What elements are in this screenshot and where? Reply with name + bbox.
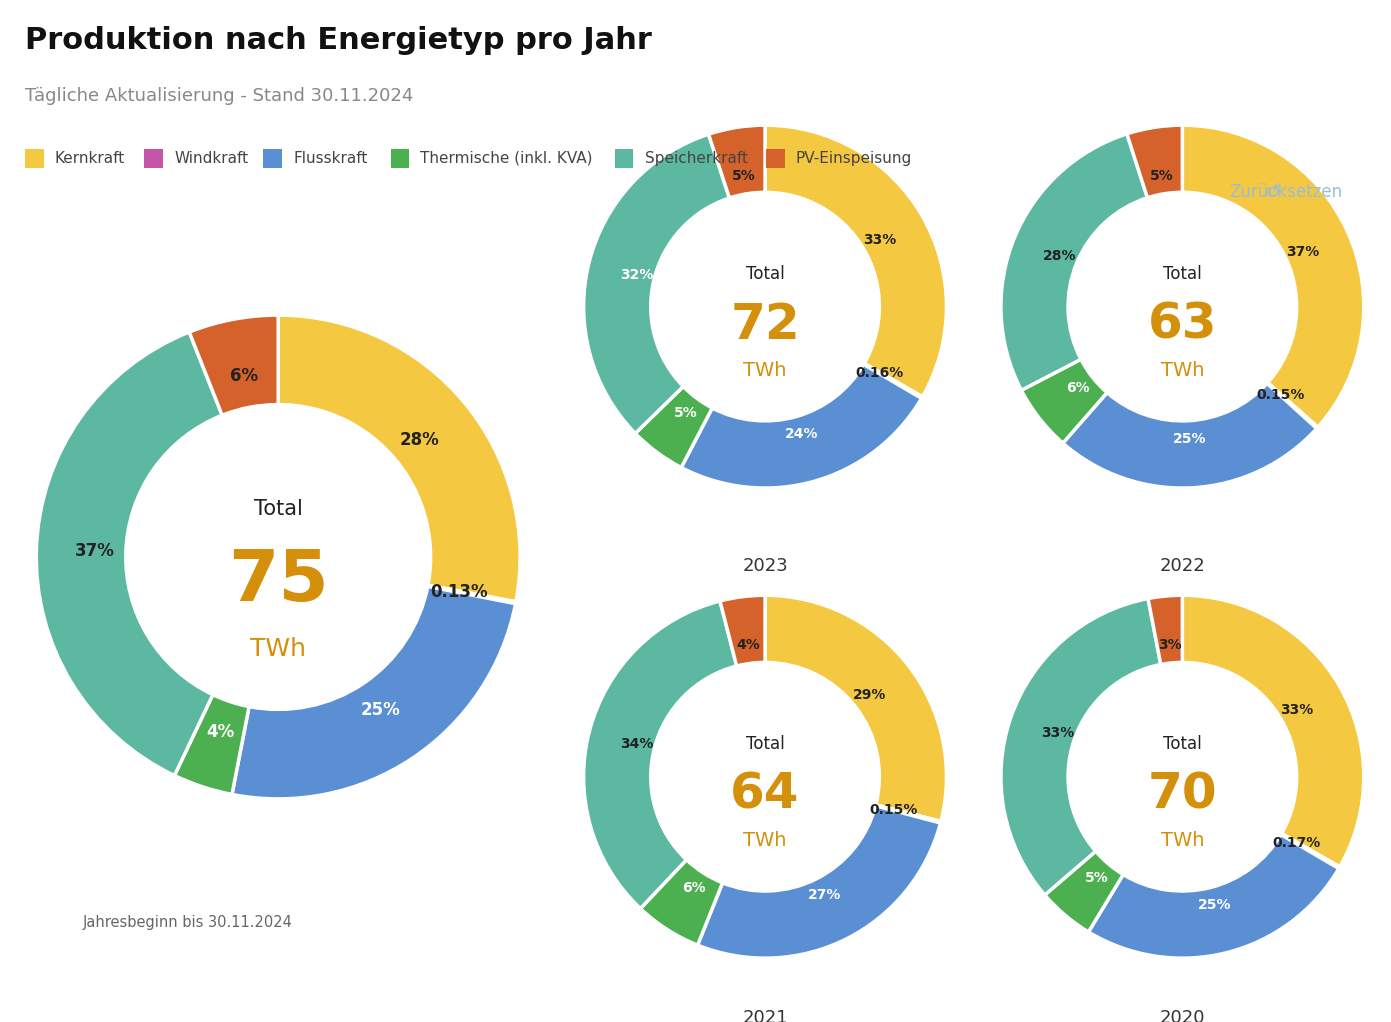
- Text: 6%: 6%: [682, 881, 705, 895]
- Wedge shape: [1021, 360, 1107, 444]
- Text: 6%: 6%: [230, 367, 257, 385]
- Wedge shape: [1148, 595, 1182, 664]
- Text: Flusskraft: Flusskraft: [294, 151, 367, 166]
- Wedge shape: [640, 860, 722, 945]
- Wedge shape: [765, 125, 946, 397]
- Text: Total: Total: [253, 499, 303, 518]
- Wedge shape: [584, 601, 737, 909]
- Text: 2023: 2023: [743, 557, 787, 575]
- Text: Speicherkraft: Speicherkraft: [644, 151, 747, 166]
- Text: 24%: 24%: [785, 427, 818, 440]
- Text: 33%: 33%: [1280, 703, 1313, 717]
- Text: 0.15%: 0.15%: [1256, 388, 1305, 402]
- Text: TWh: TWh: [743, 831, 787, 849]
- Wedge shape: [875, 805, 940, 823]
- Text: Total: Total: [746, 735, 785, 753]
- Text: Total: Total: [746, 265, 785, 283]
- Text: 64: 64: [730, 771, 800, 819]
- Wedge shape: [1002, 134, 1148, 390]
- Text: Windkraft: Windkraft: [174, 151, 248, 166]
- Text: 0.15%: 0.15%: [869, 803, 918, 817]
- Text: TWh: TWh: [250, 637, 306, 661]
- Text: 29%: 29%: [853, 689, 886, 702]
- Text: 2022: 2022: [1160, 557, 1205, 575]
- Wedge shape: [1267, 382, 1317, 428]
- Wedge shape: [1281, 834, 1340, 869]
- Wedge shape: [232, 587, 516, 799]
- Wedge shape: [1127, 125, 1182, 198]
- Text: TWh: TWh: [1160, 361, 1205, 379]
- Text: Zurücksetzen: Zurücksetzen: [1230, 183, 1342, 201]
- Wedge shape: [36, 332, 223, 776]
- Text: 2021: 2021: [743, 1009, 787, 1022]
- Text: 5%: 5%: [1085, 871, 1109, 885]
- Wedge shape: [636, 386, 712, 467]
- Wedge shape: [697, 806, 940, 959]
- Wedge shape: [1089, 835, 1338, 959]
- Text: 6%: 6%: [1067, 381, 1091, 396]
- Wedge shape: [864, 364, 922, 399]
- Text: 5%: 5%: [1150, 169, 1174, 183]
- Text: 5%: 5%: [675, 406, 698, 420]
- Text: 27%: 27%: [808, 888, 842, 902]
- Wedge shape: [428, 586, 516, 604]
- Text: Total: Total: [1163, 735, 1202, 753]
- Wedge shape: [1182, 125, 1363, 427]
- Text: 2020: 2020: [1160, 1009, 1205, 1022]
- Text: 33%: 33%: [1040, 727, 1074, 740]
- Text: TWh: TWh: [743, 361, 787, 379]
- Wedge shape: [708, 125, 765, 198]
- Text: Produktion nach Energietyp pro Jahr: Produktion nach Energietyp pro Jahr: [25, 26, 652, 54]
- Text: 72: 72: [730, 300, 800, 349]
- Wedge shape: [765, 595, 946, 822]
- Wedge shape: [584, 134, 729, 433]
- Text: Thermische (inkl. KVA): Thermische (inkl. KVA): [420, 151, 593, 166]
- Text: 0.16%: 0.16%: [855, 366, 904, 380]
- Text: Tägliche Aktualisierung - Stand 30.11.2024: Tägliche Aktualisierung - Stand 30.11.20…: [25, 87, 413, 105]
- Wedge shape: [174, 695, 249, 794]
- Text: 63: 63: [1148, 300, 1217, 349]
- Wedge shape: [1063, 383, 1317, 489]
- Text: 32%: 32%: [620, 268, 654, 282]
- Text: 33%: 33%: [862, 233, 896, 247]
- Wedge shape: [278, 315, 520, 602]
- Text: Total: Total: [1163, 265, 1202, 283]
- Text: 28%: 28%: [1043, 249, 1077, 264]
- Text: PV-Einspeisung: PV-Einspeisung: [796, 151, 912, 166]
- Text: 4%: 4%: [737, 639, 761, 652]
- Wedge shape: [721, 595, 765, 666]
- Wedge shape: [1045, 851, 1123, 932]
- Text: 25%: 25%: [360, 700, 401, 718]
- Text: 3%: 3%: [1157, 638, 1181, 652]
- Text: 25%: 25%: [1173, 432, 1207, 446]
- Text: ↺: ↺: [1264, 183, 1281, 201]
- Text: 34%: 34%: [620, 737, 654, 750]
- Text: TWh: TWh: [1160, 831, 1205, 849]
- Text: 37%: 37%: [1287, 245, 1320, 260]
- Wedge shape: [1002, 599, 1160, 895]
- Wedge shape: [1182, 595, 1363, 867]
- Text: 0.17%: 0.17%: [1273, 836, 1321, 850]
- Text: 70: 70: [1148, 771, 1217, 819]
- Text: 28%: 28%: [399, 430, 440, 449]
- Text: 4%: 4%: [207, 723, 235, 741]
- Text: Kernkraft: Kernkraft: [54, 151, 125, 166]
- Text: 5%: 5%: [732, 169, 757, 183]
- Text: 75: 75: [228, 547, 328, 615]
- Text: 25%: 25%: [1198, 898, 1231, 912]
- Text: Jahresbeginn bis 30.11.2024: Jahresbeginn bis 30.11.2024: [83, 915, 292, 930]
- Wedge shape: [189, 315, 278, 415]
- Wedge shape: [682, 365, 922, 489]
- Text: 0.13%: 0.13%: [430, 583, 488, 601]
- Text: 37%: 37%: [75, 542, 114, 560]
